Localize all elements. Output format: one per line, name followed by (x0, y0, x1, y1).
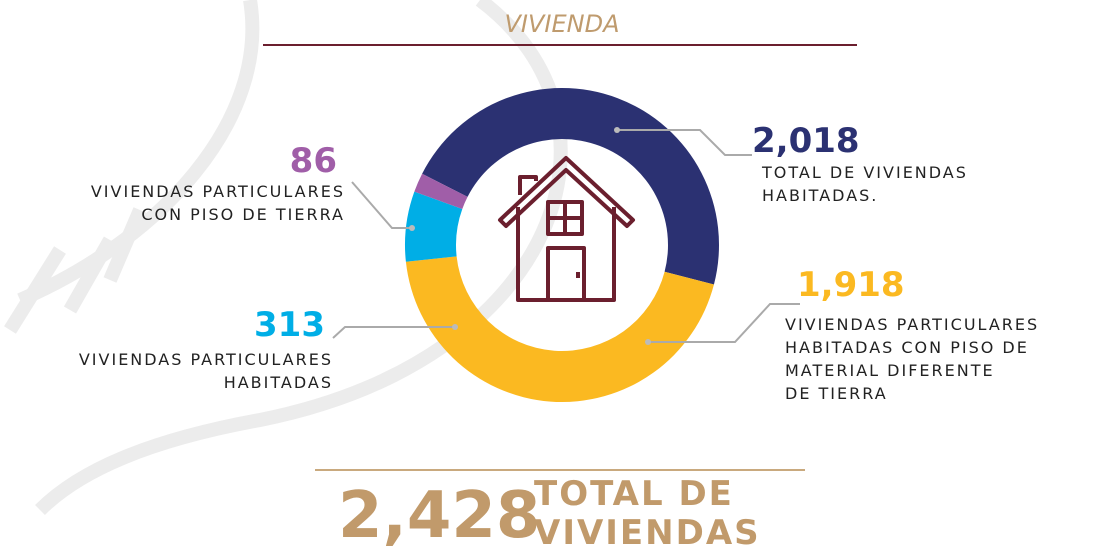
donut-segment (422, 87, 720, 285)
category-label: MATERIAL DIFERENTE (785, 361, 995, 380)
house-icon (498, 156, 635, 302)
leader-dot (409, 225, 415, 231)
leader-dot (645, 339, 651, 345)
leader-line (648, 303, 800, 343)
background-decoration (4, 0, 568, 515)
total-label: VIVIENDAS (534, 513, 761, 550)
category-label: VIVIENDAS PARTICULARES (79, 350, 333, 369)
title: VIVIENDA (504, 10, 619, 38)
donut-segment (405, 191, 463, 262)
value-label: 2,018 (752, 121, 860, 161)
leader-line (332, 326, 455, 339)
leader-dot (452, 324, 458, 330)
donut-segment (414, 173, 468, 209)
category-label: HABITADAS. (762, 186, 878, 205)
category-label: VIVIENDAS PARTICULARES (785, 315, 1039, 334)
value-label: 1,918 (797, 265, 905, 305)
total-value: 2,428 (338, 479, 540, 550)
value-label: 86 (290, 141, 337, 181)
category-label: DE TIERRA (785, 384, 888, 403)
value-label: 313 (254, 305, 325, 345)
leader-line (351, 181, 412, 229)
leader-dot (614, 127, 620, 133)
category-label: VIVIENDAS PARTICULARES (91, 182, 345, 201)
donut-segment (405, 256, 714, 403)
total-label: TOTAL DE (534, 474, 734, 514)
category-label: HABITADAS CON PISO DE (785, 338, 1029, 357)
category-label: HABITADAS (224, 373, 333, 392)
leader-line (617, 129, 752, 156)
category-label: CON PISO DE TIERRA (141, 205, 345, 224)
category-label: TOTAL DE VIVIENDAS (761, 163, 968, 182)
